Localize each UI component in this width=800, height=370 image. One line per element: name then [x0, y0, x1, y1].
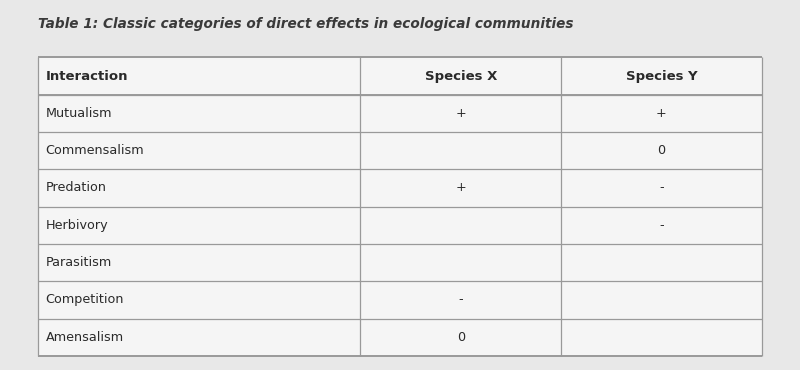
Text: Parasitism: Parasitism	[46, 256, 112, 269]
Bar	[38, 319, 762, 356]
Text: 0: 0	[658, 144, 666, 157]
Text: Predation: Predation	[46, 181, 106, 195]
Text: +: +	[455, 181, 466, 195]
Text: +: +	[656, 107, 667, 120]
Bar	[38, 244, 762, 281]
Text: -: -	[659, 219, 664, 232]
Text: -: -	[659, 181, 664, 195]
Bar	[38, 281, 762, 319]
Text: -: -	[458, 293, 463, 306]
Text: Mutualism: Mutualism	[46, 107, 112, 120]
Text: 0: 0	[457, 331, 465, 344]
Text: Table 1: Classic categories of direct effects in ecological communities: Table 1: Classic categories of direct ef…	[38, 17, 574, 31]
Bar	[38, 95, 762, 132]
Bar	[38, 169, 762, 206]
Text: Amensalism: Amensalism	[46, 331, 124, 344]
Bar	[38, 132, 762, 169]
Text: +: +	[455, 107, 466, 120]
Text: Competition: Competition	[46, 293, 124, 306]
Text: Herbivory: Herbivory	[46, 219, 108, 232]
Text: Commensalism: Commensalism	[46, 144, 144, 157]
Text: Interaction: Interaction	[46, 70, 128, 83]
Bar	[38, 206, 762, 244]
Text: Species X: Species X	[425, 70, 497, 83]
Bar	[38, 57, 762, 95]
Text: Species Y: Species Y	[626, 70, 698, 83]
